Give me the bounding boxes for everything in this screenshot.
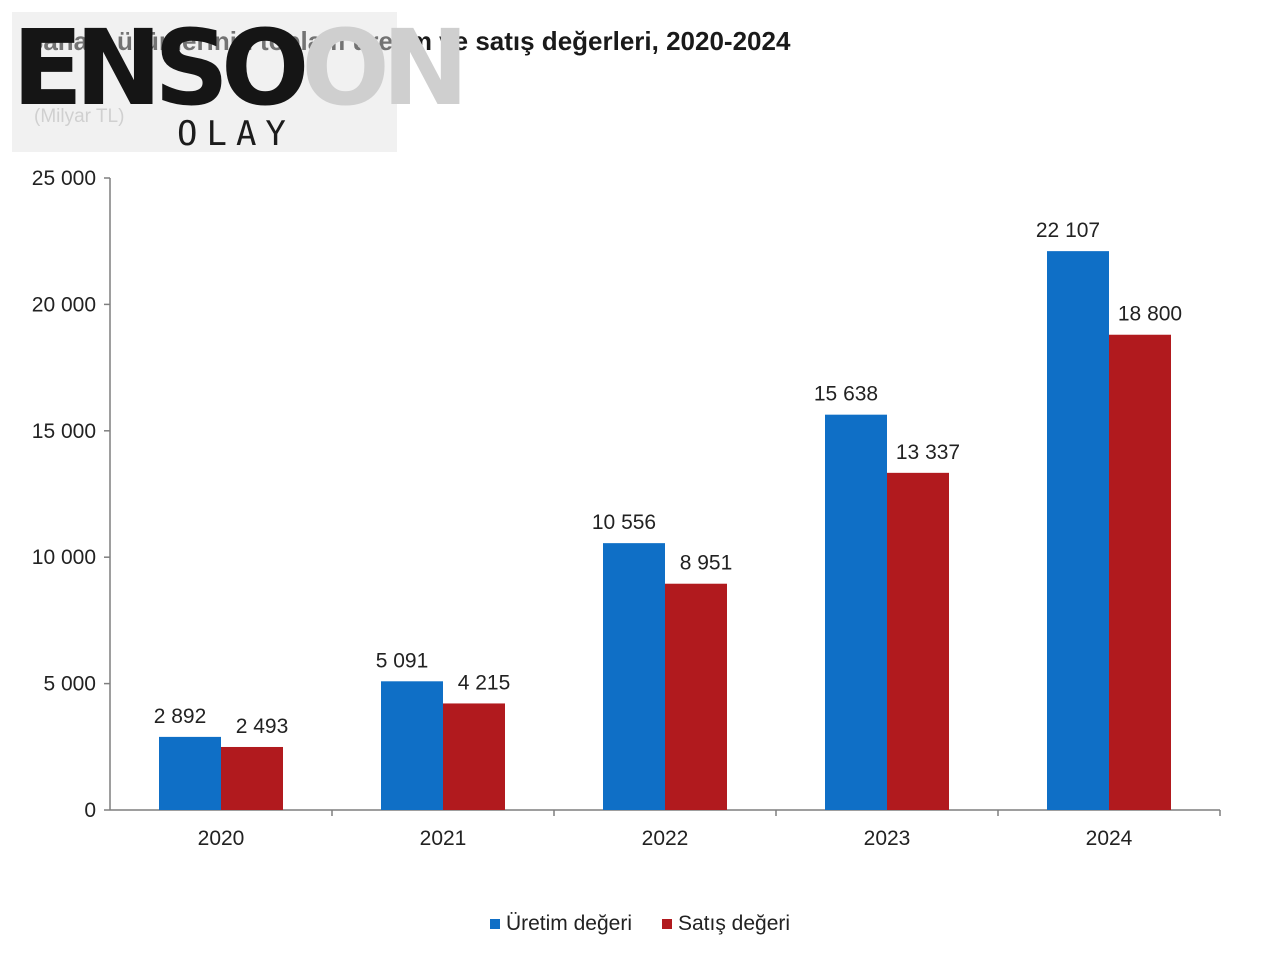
data-label-satis-2021: 4 215 [458,671,511,694]
bar-satis-2022 [665,583,727,810]
x-tick-label: 2020 [198,827,245,850]
bar-uretim-2024 [1047,251,1109,811]
watermark-brand: ENSOON [12,16,469,120]
data-label-uretim-2021: 5 091 [376,649,429,672]
y-tick-label: 5 000 [43,673,96,696]
bar-satis-2023 [887,472,949,810]
chart-title: Sanayi ürünlerinin toplam üretim ve satı… [26,26,791,56]
chart-legend: Üretim değeri Satış değeri [0,912,1280,936]
bar-satis-2020 [221,746,283,810]
data-label-satis-2022: 8 951 [680,552,733,575]
x-tick-label: 2023 [864,827,911,850]
data-label-satis-2024: 18 800 [1118,303,1182,326]
data-label-uretim-2023: 15 638 [814,383,878,406]
watermark-brand-light: ON [301,7,468,129]
bar-uretim-2023 [825,414,887,810]
y-tick-label: 20 000 [32,293,96,316]
y-tick-label: 10 000 [32,546,96,569]
x-tick-label: 2024 [1086,827,1133,850]
legend-swatch-satis [661,919,672,929]
data-label-satis-2023: 13 337 [896,441,960,464]
x-tick-label: 2022 [642,827,689,850]
data-label-uretim-2024: 22 107 [1036,219,1100,242]
data-label-uretim-2020: 2 892 [154,705,207,728]
legend-label-uretim: Üretim değeri [505,912,632,935]
watermark-brand-dark: ENSO [12,7,309,129]
y-tick-label: 25 000 [32,167,96,190]
data-label-uretim-2022: 10 556 [592,511,656,534]
legend-item-uretim: Üretim değeri [489,912,632,936]
y-tick-label: 15 000 [32,420,96,443]
data-label-satis-2020: 2 493 [236,715,289,738]
watermark-logo: ENSOON OLAY [12,12,469,154]
bar-satis-2024 [1109,334,1171,810]
bar-uretim-2020 [159,736,221,810]
legend-label-satis: Satış değeri [677,912,791,935]
unit-label: (Milyar TL) [34,106,125,127]
watermark-background [12,12,397,152]
bar-uretim-2022 [603,543,665,810]
watermark-sub: OLAY [177,114,295,154]
bar-satis-2021 [443,703,505,810]
x-tick-label: 2021 [420,827,467,850]
bar-uretim-2021 [381,681,443,810]
legend-swatch-uretim [489,919,500,929]
legend-item-satis: Satış değeri [661,912,791,936]
y-tick-label: 0 [84,799,96,822]
